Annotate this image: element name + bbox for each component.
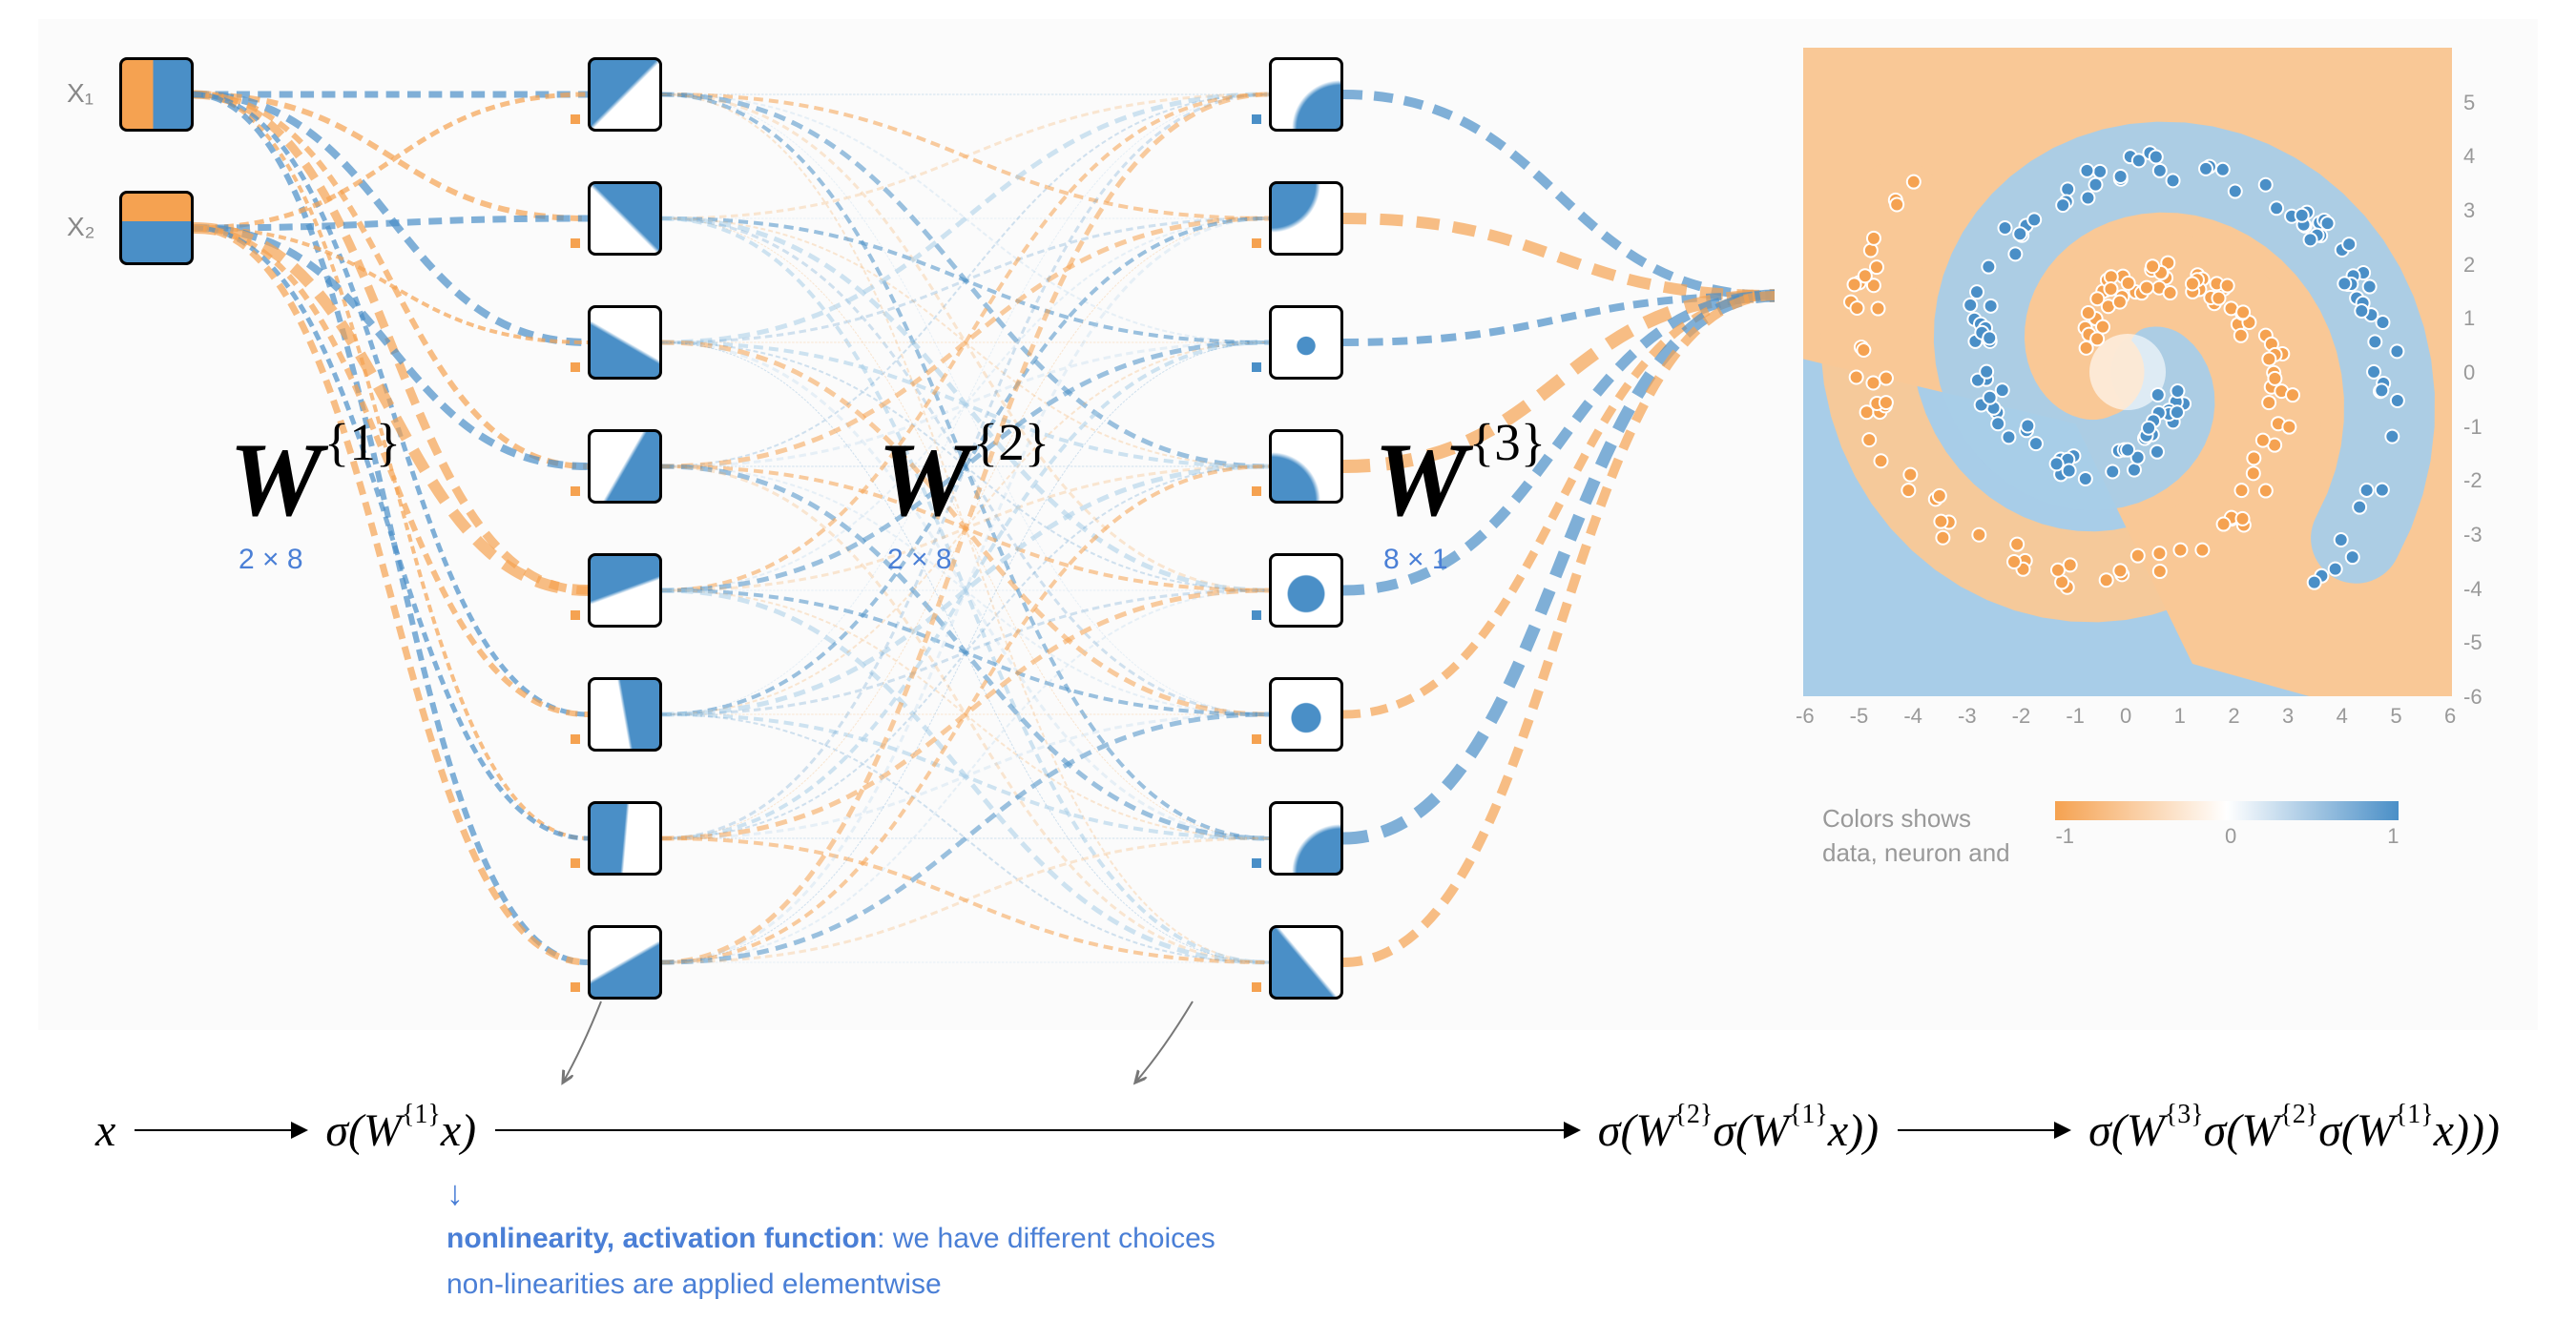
y-tick: -1 xyxy=(2463,415,2483,440)
y-tick: 3 xyxy=(2463,198,2475,223)
hidden1-node-7 xyxy=(588,925,662,1000)
weight-label-W2: W{2} xyxy=(878,420,1048,541)
legend-line1: Colors shows xyxy=(1822,804,1971,833)
x-tick: 3 xyxy=(2282,704,2294,729)
bias-indicator xyxy=(1252,982,1261,992)
x-tick: -4 xyxy=(1903,704,1922,729)
weight-dim-1: 2 × 8 xyxy=(239,544,303,576)
bias-indicator xyxy=(571,982,580,992)
input-node-0 xyxy=(119,57,194,132)
bias-indicator xyxy=(1252,238,1261,248)
hidden1-node-3 xyxy=(588,429,662,504)
hidden2-node-0 xyxy=(1269,57,1343,132)
nonlinearity-note: nonlinearity, activation function: we ha… xyxy=(447,1216,1215,1308)
down-arrow-icon: ↓ xyxy=(447,1173,464,1213)
bias-indicator xyxy=(571,362,580,372)
bias-indicator xyxy=(1252,858,1261,868)
bias-indicator xyxy=(1252,610,1261,620)
y-tick: 2 xyxy=(2463,253,2475,278)
weight-label-W1: W{1} xyxy=(229,420,399,541)
y-tick: -5 xyxy=(2463,630,2483,655)
hidden1-node-6 xyxy=(588,801,662,876)
input-label-0: X₁ xyxy=(67,78,93,109)
eq-term-layer1: σ(W{1}x) xyxy=(325,1104,476,1157)
bias-indicator xyxy=(571,114,580,124)
y-tick: 4 xyxy=(2463,144,2475,169)
weight-dim-2: 2 × 8 xyxy=(887,544,952,576)
hidden1-node-0 xyxy=(588,57,662,132)
output-decision-plot xyxy=(1803,48,2452,696)
bias-indicator xyxy=(571,734,580,744)
y-tick: -4 xyxy=(2463,577,2483,602)
bias-indicator xyxy=(571,486,580,496)
x-tick: 6 xyxy=(2444,704,2456,729)
color-legend: Colors shows data, neuron and -1 0 1 xyxy=(1822,801,2399,871)
hidden1-node-4 xyxy=(588,553,662,628)
hidden2-node-5 xyxy=(1269,677,1343,752)
hidden2-node-3 xyxy=(1269,429,1343,504)
x-tick: 1 xyxy=(2174,704,2186,729)
bias-indicator xyxy=(571,238,580,248)
bias-indicator xyxy=(1252,114,1261,124)
x-tick: -6 xyxy=(1796,704,1815,729)
eq-term-layer3: σ(W{3}σ(W{2}σ(W{1}x))) xyxy=(2088,1104,2500,1157)
weight-label-W3: W{3} xyxy=(1374,420,1544,541)
arrow-icon xyxy=(495,1129,1579,1131)
eq-term-layer2: σ(W{2}σ(W{1}x)) xyxy=(1598,1104,1879,1157)
input-node-1 xyxy=(119,191,194,265)
legend-ticks: -1 0 1 xyxy=(2055,824,2399,849)
arrow-icon xyxy=(135,1129,306,1131)
y-tick: -3 xyxy=(2463,523,2483,547)
x-tick: 4 xyxy=(2337,704,2348,729)
bias-indicator xyxy=(571,610,580,620)
y-tick: -2 xyxy=(2463,468,2483,493)
x-tick: -2 xyxy=(2012,704,2031,729)
legend-gradient-bar xyxy=(2055,801,2399,820)
hidden1-node-5 xyxy=(588,677,662,752)
y-tick: -6 xyxy=(2463,685,2483,710)
hidden2-node-2 xyxy=(1269,305,1343,380)
x-tick: -3 xyxy=(1958,704,1977,729)
x-tick: -1 xyxy=(2066,704,2085,729)
legend-line2: data, neuron and xyxy=(1822,838,2010,867)
x-tick: 0 xyxy=(2120,704,2131,729)
x-tick: -5 xyxy=(1850,704,1869,729)
bias-indicator xyxy=(1252,734,1261,744)
y-tick: 0 xyxy=(2463,361,2475,385)
arrow-icon xyxy=(1898,1129,2069,1131)
hidden1-node-1 xyxy=(588,181,662,256)
hidden2-node-4 xyxy=(1269,553,1343,628)
x-tick: 5 xyxy=(2390,704,2401,729)
x-tick: 2 xyxy=(2228,704,2239,729)
y-tick: 1 xyxy=(2463,306,2475,331)
y-tick: 5 xyxy=(2463,91,2475,115)
hidden1-node-2 xyxy=(588,305,662,380)
input-label-1: X₂ xyxy=(67,212,95,242)
weight-dim-3: 8 × 1 xyxy=(1383,544,1448,576)
equation-flow: x σ(W{1}x) σ(W{2}σ(W{1}x)) σ(W{3}σ(W{2}σ… xyxy=(95,1087,2500,1173)
hidden2-node-1 xyxy=(1269,181,1343,256)
hidden2-node-6 xyxy=(1269,801,1343,876)
eq-term-x: x xyxy=(95,1104,115,1157)
bias-indicator xyxy=(1252,362,1261,372)
bias-indicator xyxy=(571,858,580,868)
bias-indicator xyxy=(1252,486,1261,496)
hidden2-node-7 xyxy=(1269,925,1343,1000)
